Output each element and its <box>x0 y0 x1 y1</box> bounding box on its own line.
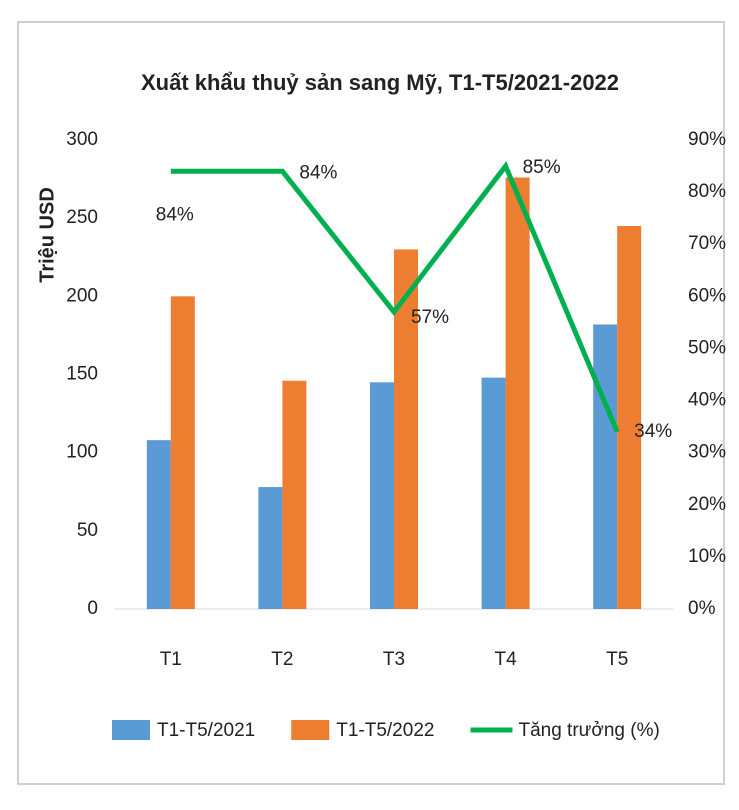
y2-tick-label: 30% <box>688 442 726 463</box>
bar <box>258 487 283 609</box>
y2-tick-label: 70% <box>688 233 726 254</box>
y-axis-label: Triệu USD <box>36 187 58 283</box>
bar <box>505 177 530 609</box>
data-label: 34% <box>634 421 672 442</box>
y-tick-label: 100 <box>66 442 98 463</box>
y2-tick-label: 50% <box>688 337 726 358</box>
y2-tick-label: 60% <box>688 285 726 306</box>
x-tick-label: T2 <box>271 649 293 670</box>
data-label: 57% <box>411 307 449 328</box>
legend-label: Tăng trưởng (%) <box>518 720 659 741</box>
y2-tick-label: 10% <box>688 546 726 567</box>
data-label: 84% <box>156 204 194 225</box>
bar <box>617 225 642 609</box>
data-label: 84% <box>299 162 337 183</box>
y2-tick-label: 90% <box>688 129 726 150</box>
chart-title: Xuất khẩu thuỷ sản sang Mỹ, T1-T5/2021-2… <box>141 70 619 95</box>
legend-label: T1-T5/2021 <box>157 720 255 741</box>
y-tick-label: 150 <box>66 364 98 385</box>
y-tick-label: 0 <box>87 598 98 619</box>
x-tick-label: T5 <box>606 649 628 670</box>
legend-swatch <box>112 720 150 740</box>
y-tick-label: 50 <box>77 520 98 541</box>
bar <box>370 382 394 609</box>
y-tick-label: 250 <box>66 207 98 228</box>
y2-tick-label: 0% <box>688 598 716 619</box>
legend-label: T1-T5/2022 <box>336 720 434 741</box>
bar <box>593 324 618 609</box>
bar <box>170 296 195 609</box>
y2-tick-label: 20% <box>688 494 726 515</box>
x-tick-label: T4 <box>495 649 518 670</box>
y-tick-label: 300 <box>66 129 98 150</box>
bar <box>481 377 506 609</box>
y2-tick-label: 80% <box>688 181 726 202</box>
x-tick-label: T3 <box>383 649 405 670</box>
y2-tick-label: 40% <box>688 390 726 411</box>
y-tick-label: 200 <box>66 285 98 306</box>
x-tick-label: T1 <box>160 649 182 670</box>
bar <box>282 380 307 609</box>
bar <box>146 440 171 609</box>
data-label: 85% <box>523 157 561 178</box>
line-series <box>170 161 620 433</box>
legend-swatch <box>291 720 330 740</box>
